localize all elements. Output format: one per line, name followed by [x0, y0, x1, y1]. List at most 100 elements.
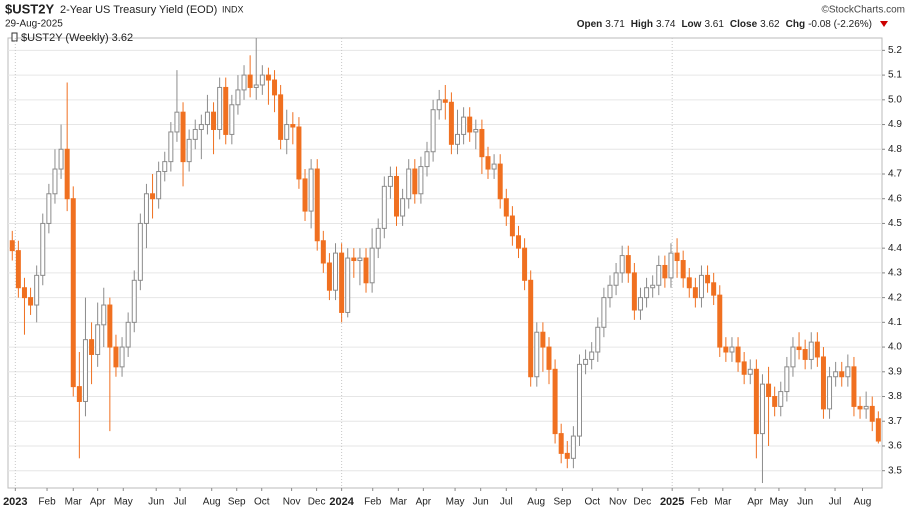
x-tick-label: May	[446, 497, 465, 508]
candle-body	[729, 346, 735, 353]
y-tick-label: 4.3	[888, 268, 902, 279]
candle-body	[522, 247, 528, 281]
candle-body	[400, 198, 406, 217]
candle-body	[741, 361, 747, 375]
x-tick-label: Aug	[527, 497, 545, 508]
candle-body	[656, 264, 662, 286]
candle-body	[833, 371, 839, 378]
x-tick-label: 2023	[3, 496, 27, 508]
candle-body	[851, 366, 857, 407]
candle-body	[845, 366, 851, 378]
candle-body	[89, 339, 95, 355]
candle-body	[52, 168, 58, 195]
candle-body	[369, 247, 375, 284]
candle-body	[82, 339, 88, 402]
candle-body	[631, 272, 637, 311]
quote-value: 3.74	[656, 19, 676, 30]
candle-body	[564, 452, 570, 459]
candle-body	[802, 349, 808, 360]
candle-body	[296, 126, 302, 180]
candle-body	[839, 371, 845, 378]
candle-body	[64, 148, 70, 200]
candle-body	[485, 156, 491, 170]
candle-body	[101, 304, 107, 326]
y-tick-label: 4.8	[888, 144, 902, 155]
y-tick-label: 3.7	[888, 416, 902, 427]
source: ©StockCharts.com	[821, 5, 905, 16]
candle-body	[540, 331, 546, 348]
candle-body	[875, 418, 881, 442]
candle-body	[759, 383, 765, 435]
y-tick-label: 4.0	[888, 342, 902, 353]
candle-body	[570, 435, 576, 459]
candle-body	[265, 74, 271, 81]
candle-body	[808, 341, 814, 360]
candle-body	[363, 257, 369, 284]
candle-body	[156, 171, 162, 200]
candle-body	[528, 279, 534, 378]
candle-body	[345, 257, 351, 313]
candle-body	[814, 341, 820, 358]
y-tick-label: 5.0	[888, 94, 902, 105]
candle-body	[76, 386, 82, 402]
candle-body	[284, 124, 290, 140]
candle-body	[692, 287, 698, 299]
x-tick-label: Jul	[500, 497, 513, 508]
quote-label: Close	[730, 19, 758, 30]
x-tick-label: Aug	[203, 497, 221, 508]
candle-body	[863, 405, 869, 410]
candle-body	[320, 240, 326, 264]
candle-body	[174, 111, 180, 133]
candle-body	[766, 383, 772, 398]
down-arrow	[880, 21, 888, 27]
candle-body	[711, 282, 717, 296]
candle-body	[95, 324, 101, 355]
candle-body	[595, 326, 601, 353]
candle-body	[430, 109, 436, 153]
candle-body	[503, 198, 509, 217]
x-tick-label: Feb	[364, 497, 382, 508]
y-tick-label: 3.5	[888, 465, 902, 476]
date: 29-Aug-2025	[5, 19, 63, 30]
x-tick-label: Jul	[174, 497, 187, 508]
x-tick-label: Apr	[90, 497, 106, 508]
y-tick-label: 4.5	[888, 218, 902, 229]
x-tick-label: Dec	[633, 497, 651, 508]
x-tick-label: Jun	[148, 497, 164, 508]
x-tick-label: Oct	[254, 497, 270, 508]
y-tick-label: 4.6	[888, 193, 902, 204]
candle-body	[34, 274, 40, 306]
x-tick-label: May	[114, 497, 133, 508]
candle-body	[235, 89, 241, 106]
candle-body	[534, 331, 540, 378]
candle-body	[15, 250, 21, 289]
x-tick-label: Sep	[554, 497, 572, 508]
candle-body	[619, 255, 625, 274]
candle-body	[778, 391, 784, 407]
candle-body	[70, 198, 76, 388]
candle-body	[461, 116, 467, 135]
candle-body	[747, 368, 753, 375]
candle-body	[509, 215, 515, 237]
candle-body	[259, 74, 265, 86]
candle-body	[448, 101, 454, 145]
candle-body	[436, 99, 442, 111]
candle-body	[625, 255, 631, 274]
candle-body	[827, 376, 833, 410]
candle-body	[705, 274, 711, 284]
candle-body	[339, 252, 345, 313]
candle-body	[662, 264, 668, 279]
candle-body	[40, 222, 46, 276]
quote-label: Open	[577, 19, 603, 30]
candle-body	[229, 104, 235, 135]
x-tick-label: Feb	[38, 497, 56, 508]
candle-body	[674, 252, 680, 262]
candle-body	[497, 163, 503, 200]
x-tick-label: Oct	[585, 497, 601, 508]
candle-body	[644, 287, 650, 299]
candle-body	[576, 363, 582, 437]
candle-body	[784, 366, 790, 393]
candle-body	[278, 94, 284, 140]
candle-body	[290, 124, 296, 128]
candle-body	[357, 257, 363, 262]
